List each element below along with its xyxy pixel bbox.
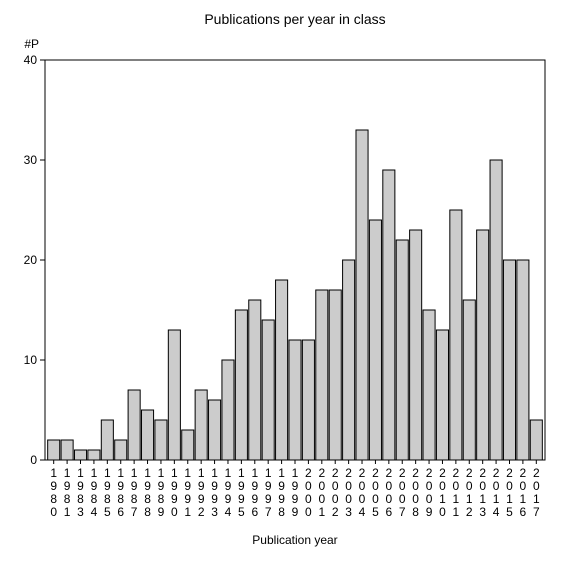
- y-tick-label: 40: [24, 53, 38, 67]
- x-tick-label: 2015: [506, 466, 513, 519]
- bar: [276, 280, 288, 460]
- y-tick-label: 30: [24, 153, 38, 167]
- publications-bar-chart: Publications per year in class #P Public…: [0, 0, 567, 567]
- x-tick-label: 1996: [251, 466, 258, 519]
- x-tick-label: 2004: [359, 466, 366, 519]
- x-tick-label: 1983: [77, 466, 84, 519]
- x-tick-label: 2001: [318, 466, 325, 519]
- bar: [61, 440, 73, 460]
- bar: [222, 360, 234, 460]
- chart-title: Publications per year in class: [204, 11, 385, 27]
- x-tick-label: 1998: [278, 466, 285, 519]
- x-tick-label: 2005: [372, 466, 379, 519]
- x-tick-label: 2009: [426, 466, 433, 519]
- bar: [182, 430, 194, 460]
- y-tick-label: 20: [24, 253, 38, 267]
- bar: [410, 230, 422, 460]
- bar: [477, 230, 489, 460]
- x-tick-label: 2000: [305, 466, 312, 519]
- x-tick-label: 2016: [520, 466, 527, 519]
- bar: [74, 450, 86, 460]
- x-tick-label: 2017: [533, 466, 540, 519]
- x-tick-label: 2014: [493, 466, 500, 519]
- bar: [436, 330, 448, 460]
- x-tick-label: 1988: [144, 466, 151, 519]
- x-tick-label: 2002: [332, 466, 339, 519]
- bars-group: [48, 130, 543, 460]
- x-tick-label: 2003: [345, 466, 352, 519]
- bar: [115, 440, 127, 460]
- x-tick-label: 1985: [104, 466, 111, 519]
- bar: [343, 260, 355, 460]
- bar: [316, 290, 328, 460]
- x-tick-label: 2008: [412, 466, 419, 519]
- bar: [383, 170, 395, 460]
- bar: [396, 240, 408, 460]
- bar: [423, 310, 435, 460]
- x-tick-label: 1980: [50, 466, 57, 519]
- x-tick-label: 1992: [198, 466, 205, 519]
- x-tick-label: 1981: [64, 466, 71, 519]
- bar: [101, 420, 113, 460]
- x-tick-label: 2006: [385, 466, 392, 519]
- bar: [329, 290, 341, 460]
- x-tick-label: 1990: [171, 466, 178, 519]
- bar: [356, 130, 368, 460]
- bar: [463, 300, 475, 460]
- x-axis-label: Publication year: [252, 533, 337, 547]
- bar: [48, 440, 60, 460]
- x-tick-label: 1994: [225, 466, 232, 519]
- bar: [128, 390, 140, 460]
- y-axis-label: #P: [24, 37, 39, 51]
- x-tick-label: 2012: [466, 466, 473, 519]
- bar: [209, 400, 221, 460]
- x-tick-label: 1989: [158, 466, 165, 519]
- x-tick-label: 1995: [238, 466, 245, 519]
- bar: [530, 420, 542, 460]
- x-tick-label: 2011: [453, 466, 460, 519]
- x-tick-label: 2010: [439, 466, 446, 519]
- bar: [168, 330, 180, 460]
- bar: [142, 410, 154, 460]
- x-tick-label: 1984: [91, 466, 98, 519]
- bar: [249, 300, 261, 460]
- bar: [155, 420, 167, 460]
- y-axis-ticks: 0 10 20 30 40: [24, 53, 45, 467]
- bar: [289, 340, 301, 460]
- y-tick-label: 0: [30, 453, 37, 467]
- bar: [490, 160, 502, 460]
- x-tick-label: 1993: [211, 466, 218, 519]
- x-tick-label: 1999: [292, 466, 299, 519]
- y-tick-label: 10: [24, 353, 38, 367]
- bar: [262, 320, 274, 460]
- bar: [88, 450, 100, 460]
- x-tick-label: 1997: [265, 466, 272, 519]
- x-tick-label: 1986: [117, 466, 124, 519]
- bar: [235, 310, 247, 460]
- x-tick-label: 2007: [399, 466, 406, 519]
- bar: [503, 260, 515, 460]
- bar: [369, 220, 381, 460]
- bar: [195, 390, 207, 460]
- x-axis-ticks: 1980 1981 1983 1984 1985 1986 1987 1988 1989 1990…: [50, 460, 540, 519]
- bar: [302, 340, 314, 460]
- bar: [517, 260, 529, 460]
- bar: [450, 210, 462, 460]
- x-tick-label: 1991: [184, 466, 191, 519]
- x-tick-label: 2013: [479, 466, 486, 519]
- x-tick-label: 1987: [131, 466, 138, 519]
